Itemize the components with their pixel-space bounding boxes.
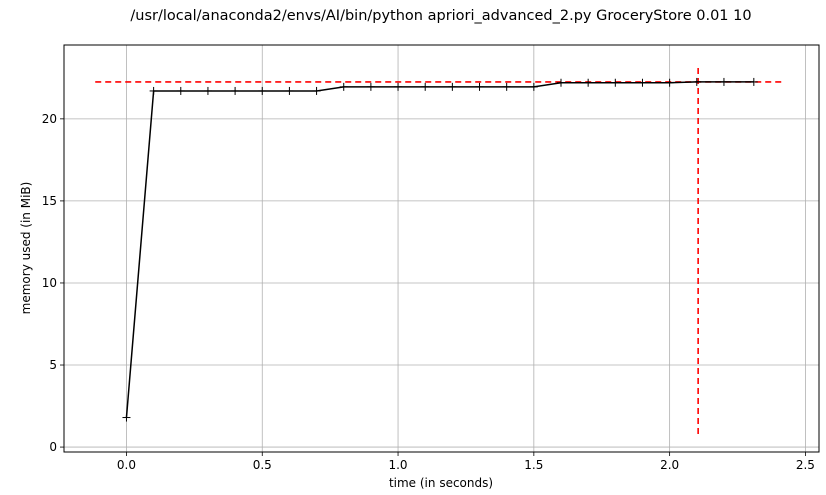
x-tick-label: 0.0 [117, 458, 136, 472]
data-point-marker [339, 82, 348, 91]
data-point-marker [448, 82, 457, 91]
chart-title: /usr/local/anaconda2/envs/AI/bin/python … [130, 8, 751, 24]
data-point-marker [665, 78, 674, 87]
data-point-marker [611, 78, 620, 87]
data-point-marker [719, 77, 728, 86]
data-point-marker [584, 78, 593, 87]
y-tick-label: 5 [49, 358, 57, 372]
data-point-marker [421, 82, 430, 91]
data-point-marker [475, 82, 484, 91]
data-point-marker [749, 77, 758, 86]
y-tick-label: 10 [42, 276, 57, 290]
grid-layer [64, 45, 819, 452]
memory-series-line [125, 81, 754, 418]
x-axis-label: time (in seconds) [389, 476, 493, 490]
y-tick-label: 15 [42, 194, 57, 208]
data-point-marker [556, 78, 565, 87]
data-point-marker [529, 82, 538, 91]
data-point-marker [638, 78, 647, 87]
data-point-marker [176, 86, 185, 95]
x-tick-label: 2.0 [660, 458, 679, 472]
x-tick-label: 2.5 [796, 458, 815, 472]
data-point-marker [149, 86, 158, 95]
data-point-marker [502, 82, 511, 91]
y-tick-label: 20 [42, 112, 57, 126]
data-point-marker [692, 77, 701, 86]
y-axis-label: memory used (in MiB) [19, 182, 33, 315]
data-point-marker [203, 86, 212, 95]
y-tick-label: 0 [49, 440, 57, 454]
reference-lines [95, 64, 786, 434]
x-tick-label: 0.5 [253, 458, 272, 472]
x-tick-label: 1.5 [524, 458, 543, 472]
data-point-marker [231, 86, 240, 95]
data-point-marker [312, 86, 321, 95]
data-point-marker [394, 82, 403, 91]
x-tick-label: 1.0 [388, 458, 407, 472]
data-point-marker [285, 86, 294, 95]
data-point-marker [122, 413, 131, 422]
plot-frame [63, 44, 820, 453]
data-point-marker [258, 86, 267, 95]
series-layer [122, 77, 758, 422]
y-axis-ticks: 0 5 10 15 20 [42, 112, 64, 454]
data-point-marker [366, 82, 375, 91]
x-axis-ticks: 0.0 0.5 1.0 1.5 2.0 2.5 [117, 452, 815, 472]
